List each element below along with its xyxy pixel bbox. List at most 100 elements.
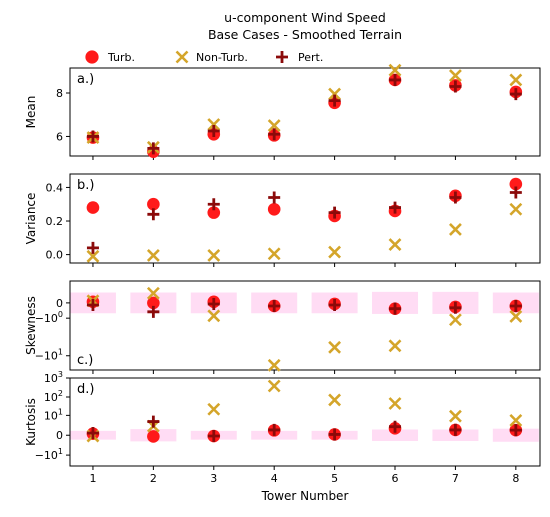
legend-label: Turb. (107, 51, 135, 64)
panel-frame (69, 377, 541, 467)
point-plus (449, 80, 462, 93)
panel-frame (69, 67, 541, 157)
point-x (146, 286, 160, 300)
point-plus (328, 94, 341, 107)
point-circle (267, 202, 281, 216)
point-x (509, 202, 523, 216)
point-plus (86, 427, 99, 440)
x-tick-label: 6 (392, 472, 399, 485)
point-plus (268, 128, 281, 141)
point-plus (207, 125, 220, 138)
point-circle (207, 206, 221, 219)
point-x (86, 249, 100, 263)
x-tick-label: 3 (210, 472, 217, 485)
point-plus (268, 423, 281, 436)
point-x (267, 247, 281, 261)
point-plus (268, 299, 281, 312)
point-x (388, 339, 402, 353)
panel-label: a.) (77, 72, 94, 87)
point-plus (449, 191, 462, 204)
point-plus (328, 206, 341, 219)
panel-label: d.) (77, 382, 94, 397)
point-x (207, 309, 221, 323)
point-x (388, 397, 402, 410)
range-band (372, 429, 419, 441)
point-circle (147, 296, 160, 310)
y-tick-label: −101 (35, 348, 63, 363)
x-tick-label: 7 (452, 472, 459, 485)
y-tick-label: 0.0 (46, 249, 64, 262)
point-plus (449, 423, 462, 436)
panel-2: 0.0 0.2 0.4 Variance b.) (24, 173, 541, 267)
panel-label: b.) (77, 178, 94, 193)
point-x (449, 409, 462, 423)
y-tick-label: 0.2 (46, 215, 64, 228)
point-plus (328, 298, 341, 311)
x-tick-label: 4 (271, 472, 278, 485)
point-circle (147, 430, 160, 443)
point-plus (389, 302, 402, 315)
x-axis: 1 2 3 4 5 6 7 8 (89, 472, 519, 485)
y-tick-label: 0.4 (46, 181, 64, 194)
x-tick-label: 5 (331, 472, 338, 485)
point-plus (328, 428, 341, 441)
panel-label: c.) (77, 353, 93, 368)
point-x (207, 402, 221, 416)
point-x (267, 379, 281, 393)
point-x (207, 249, 221, 262)
y-tick-label: 0 (56, 297, 63, 310)
legend-marker-plus (276, 51, 288, 63)
y-tick-label: 8 (56, 87, 63, 100)
y-tick-label: −100 (35, 310, 63, 325)
point-x (449, 222, 462, 236)
point-x (267, 358, 281, 372)
y-tick-label: 6 (56, 130, 63, 143)
legend-label: Pert. (298, 51, 323, 64)
legend: Turb. Non-Turb. Pert. (85, 50, 323, 64)
point-x (509, 413, 523, 427)
point-plus (207, 198, 220, 211)
y-tick-label: 102 (44, 389, 63, 404)
y-tick-label: 0 (56, 429, 63, 442)
point-x (388, 63, 402, 77)
point-plus (147, 305, 160, 318)
point-circle (86, 201, 100, 214)
chart-title: u-component Wind Speed (224, 10, 386, 25)
point-plus (509, 299, 522, 312)
point-x (388, 238, 402, 251)
point-plus (207, 297, 220, 310)
y-axis-label: Skewness (24, 296, 38, 355)
point-x (328, 340, 342, 354)
point-plus (509, 186, 522, 199)
panels: 68Meana.)0.00.20.4Varianceb.)0−100−101Sk… (24, 63, 541, 470)
panel-1: 6 8 Mean a.) (24, 63, 541, 160)
point-plus (509, 88, 522, 101)
point-plus (147, 415, 160, 428)
point-plus (389, 201, 402, 214)
legend-label: Non-Turb. (196, 51, 248, 64)
point-plus (268, 191, 281, 204)
x-tick-label: 2 (150, 472, 157, 485)
point-plus (147, 142, 160, 155)
point-x (267, 119, 281, 132)
point-plus (147, 208, 160, 221)
chart-subtitle: Base Cases - Smoothed Terrain (208, 27, 402, 42)
point-plus (389, 420, 402, 433)
point-plus (86, 298, 99, 311)
point-x (146, 249, 160, 262)
legend-marker-x (175, 50, 189, 64)
point-plus (389, 73, 402, 86)
point-circle (147, 197, 160, 211)
point-plus (86, 130, 99, 143)
y-tick-label: −101 (35, 447, 63, 462)
panel-frame (69, 173, 541, 264)
point-plus (509, 424, 522, 437)
y-axis-label: Variance (24, 193, 38, 245)
point-circle (509, 177, 523, 191)
point-plus (86, 241, 99, 254)
legend-marker-circle (85, 50, 99, 64)
point-x (328, 393, 342, 407)
